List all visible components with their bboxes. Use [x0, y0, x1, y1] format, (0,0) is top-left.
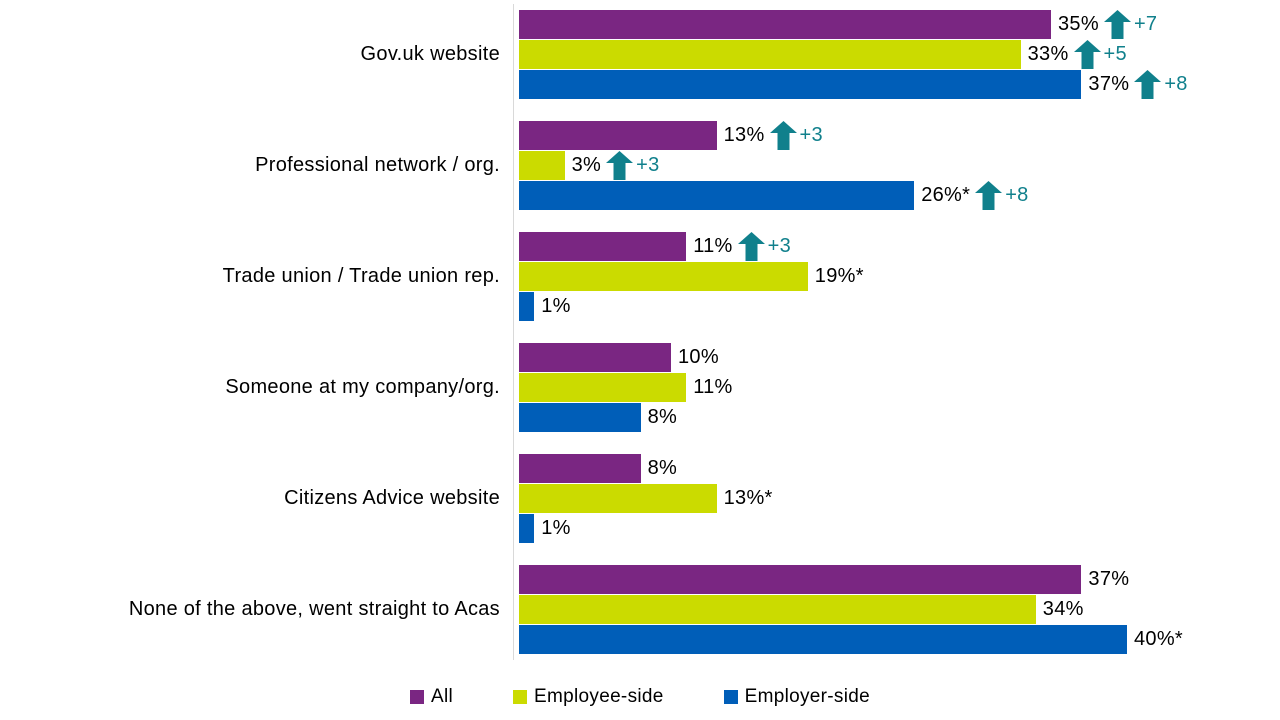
bar-row: 33% +5	[519, 40, 1280, 69]
increase-arrow-icon	[1134, 70, 1162, 99]
bar-employer-side	[519, 514, 535, 543]
bar-value-label: 8%	[647, 406, 678, 428]
bar-employee-side	[519, 40, 1021, 69]
category-label: Trade union / Trade union rep.	[222, 265, 500, 287]
change-label: +3	[636, 154, 660, 176]
bar-employer-side	[519, 625, 1127, 654]
bar-value-label: 37%	[1088, 73, 1130, 95]
bar-value-label: 8%	[647, 457, 678, 479]
increase-arrow-icon	[975, 181, 1003, 210]
category-label: Citizens Advice website	[284, 487, 500, 509]
legend-item-all: All	[410, 686, 453, 708]
legend: All Employee-side Employer-side	[0, 686, 1280, 708]
bar-employee-side	[519, 151, 565, 180]
bar-employer-side	[519, 292, 535, 321]
change-label: +5	[1103, 43, 1127, 65]
bar-row: 34%	[519, 595, 1280, 624]
bar-row: 10%	[519, 343, 1280, 372]
category-label: Someone at my company/org.	[225, 376, 500, 398]
bar-value-label: 13%*	[723, 487, 773, 509]
category-label: Gov.uk website	[360, 43, 500, 65]
bar-row: 11%	[519, 373, 1280, 402]
change-label: +3	[767, 235, 792, 257]
bar-employer-side	[519, 181, 915, 210]
y-axis-line	[513, 4, 514, 660]
category-label: Professional network / org.	[255, 154, 500, 176]
bar-row: 40%*	[519, 625, 1280, 654]
bar-row: 11% +3	[519, 232, 1280, 261]
change-label: +3	[799, 124, 823, 146]
bar-row: 3% +3	[519, 151, 1280, 180]
bar-value-label: 33%	[1027, 43, 1069, 65]
bar-employee-side	[519, 595, 1036, 624]
bar-employee-side	[519, 484, 717, 513]
bar-all	[519, 454, 641, 483]
bar-employer-side	[519, 70, 1082, 99]
bar-value-label: 1%	[541, 295, 571, 317]
bar-row: 26%* +8	[519, 181, 1280, 210]
change-label: +8	[1164, 73, 1188, 95]
bar-value-label: 19%*	[814, 265, 864, 287]
bar-value-label: 11%	[693, 376, 733, 398]
bar-row: 1%	[519, 292, 1280, 321]
increase-arrow-icon	[769, 121, 797, 150]
bar-all	[519, 343, 671, 372]
bar-all	[519, 10, 1051, 39]
increase-arrow-icon	[606, 151, 634, 180]
legend-label: Employer-side	[744, 686, 870, 707]
bar-value-label: 40%*	[1134, 628, 1184, 650]
bar-value-label: 34%	[1042, 598, 1084, 620]
legend-swatch	[723, 690, 738, 704]
legend-swatch	[410, 690, 425, 704]
bar-employee-side	[519, 262, 808, 291]
increase-arrow-icon	[1073, 40, 1101, 69]
bar-row: 8%	[519, 403, 1280, 432]
category-label: None of the above, went straight to Acas	[128, 598, 500, 620]
bar-employee-side	[519, 373, 687, 402]
bar-value-label: 35%	[1058, 13, 1099, 35]
legend-label: All	[431, 686, 454, 707]
bar-all	[519, 121, 717, 150]
bar-row: 1%	[519, 514, 1280, 543]
bar-row: 37% +8	[519, 70, 1280, 99]
bar-row: 8%	[519, 454, 1280, 483]
bar-value-label: 1%	[541, 517, 571, 539]
bar-value-label: 10%	[678, 346, 719, 368]
legend-swatch	[513, 690, 528, 704]
increase-arrow-icon	[1103, 10, 1131, 39]
legend-label: Employee-side	[534, 686, 664, 707]
legend-item-employee-side: Employee-side	[513, 686, 664, 708]
increase-arrow-icon	[737, 232, 765, 261]
bar-value-label: 13%	[723, 124, 765, 146]
bar-value-label: 3%	[571, 154, 602, 176]
legend-item-employer-side: Employer-side	[723, 686, 870, 708]
bar-all	[519, 232, 687, 261]
bar-row: 37%	[519, 565, 1280, 594]
bar-employer-side	[519, 403, 641, 432]
bar-value-label: 11%	[693, 235, 733, 257]
bar-row: 13%*	[519, 484, 1280, 513]
bar-value-label: 26%*	[921, 184, 971, 206]
bar-row: 13% +3	[519, 121, 1280, 150]
bar-row: 35% +7	[519, 10, 1280, 39]
change-label: +7	[1133, 13, 1158, 35]
bar-row: 19%*	[519, 262, 1280, 291]
bar-all	[519, 565, 1082, 594]
bar-value-label: 37%	[1088, 568, 1130, 590]
change-label: +8	[1005, 184, 1029, 206]
